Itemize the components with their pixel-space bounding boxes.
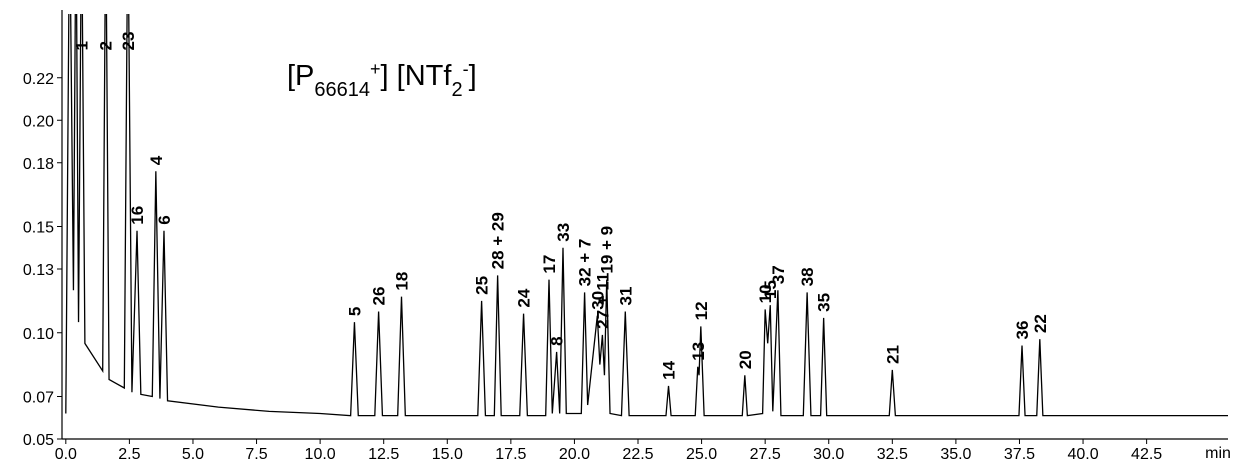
x-tick-label: 32.5 <box>877 446 908 463</box>
peak-label: 16 <box>128 206 147 225</box>
peak-label: 38 <box>798 267 817 286</box>
title-part: 66614 <box>314 79 370 101</box>
peak-label: 17 <box>540 255 559 274</box>
peak-label: 8 <box>548 336 567 345</box>
peak-label: 15 <box>761 280 780 299</box>
chart-title: [P66614+] [NTf2-] <box>287 59 477 101</box>
x-tick-label: 20.0 <box>559 446 590 463</box>
peak-label: 23 <box>119 32 138 51</box>
peak-label: 12 <box>692 301 711 320</box>
peak-label: 32 + 7 <box>576 239 595 287</box>
title-part: ] <box>469 60 477 92</box>
x-tick-label: 5.0 <box>182 446 204 463</box>
y-tick-label: 0.18 <box>23 156 54 173</box>
x-tick-label: 10.0 <box>305 446 336 463</box>
peak-label: 18 <box>393 272 412 291</box>
peak-label: 37 <box>769 265 788 284</box>
y-tick-label: 0.05 <box>23 432 54 449</box>
peak-label: 27 + 11 <box>593 273 612 329</box>
x-tick-label: 7.5 <box>245 446 267 463</box>
x-tick-label: 2.5 <box>118 446 140 463</box>
peak-label: 13 <box>689 342 708 361</box>
trace-line <box>65 14 1228 417</box>
y-tick-label: 0.22 <box>23 71 54 88</box>
peak-label: 30 <box>588 291 607 310</box>
peak-label: 33 <box>554 223 573 242</box>
peak-label: 35 <box>815 293 834 312</box>
x-tick-label: 15.0 <box>432 446 463 463</box>
peak-label: 19 + 9 <box>598 226 617 274</box>
title-part: [P <box>287 60 314 92</box>
y-tick-label: 0.07 <box>23 390 54 407</box>
x-tick-label: 30.0 <box>813 446 844 463</box>
title-part: + <box>370 59 381 79</box>
x-tick-label: 17.5 <box>495 446 526 463</box>
x-tick-label: 0.0 <box>55 446 77 463</box>
peak-label: 36 <box>1013 321 1032 340</box>
x-tick-label: 37.5 <box>1004 446 1035 463</box>
peak-label: 25 <box>473 276 492 295</box>
peak-label: 20 <box>736 350 755 369</box>
peak-label: 5 <box>345 307 364 316</box>
peak-label: 21 <box>883 345 902 364</box>
peak-label: 4 <box>147 155 166 165</box>
peak-label: 6 <box>155 215 174 224</box>
x-tick-label: 40.0 <box>1067 446 1098 463</box>
peak-label: 14 <box>660 360 679 379</box>
x-axis-label: min <box>1205 445 1231 462</box>
peak-label: 26 <box>370 287 389 306</box>
peak-label: 28 + 29 <box>489 212 508 269</box>
x-tick-label: 35.0 <box>940 446 971 463</box>
x-tick-label: 27.5 <box>750 446 781 463</box>
peak-label: 1 <box>73 41 92 50</box>
title-part: ] [NTf <box>381 60 453 92</box>
y-tick-label: 0.15 <box>23 220 54 237</box>
peak-label: 2 <box>97 41 116 50</box>
y-tick-label: 0.20 <box>23 113 54 130</box>
title-part: - <box>463 59 469 79</box>
plot-area <box>65 14 1228 417</box>
x-tick-label: 25.0 <box>686 446 717 463</box>
x-tick-label: 22.5 <box>622 446 653 463</box>
title-part: 2 <box>451 79 462 101</box>
x-tick-label: 42.5 <box>1131 446 1162 463</box>
peak-label: 24 <box>515 288 534 307</box>
y-tick-label: 0.10 <box>23 326 54 343</box>
peak-label: 22 <box>1031 314 1050 333</box>
x-tick-label: 12.5 <box>368 446 399 463</box>
y-tick-label: 0.13 <box>23 262 54 279</box>
peak-label: 31 <box>616 287 635 306</box>
peak-label: 10 <box>756 284 775 303</box>
